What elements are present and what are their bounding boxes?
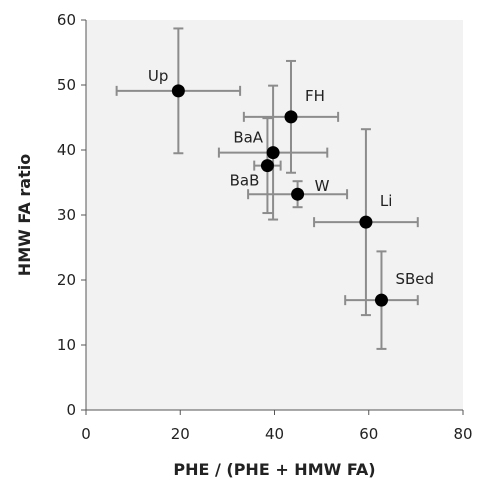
y-axis-title: HMW FA ratio [15,154,34,276]
y-tick-label: 40 [57,141,76,159]
point-label: W [315,177,330,195]
data-point [266,146,280,160]
plot-area [86,20,463,410]
data-point [171,84,185,98]
point-label: Up [148,67,169,85]
y-tick-label: 0 [66,401,76,419]
point-label: SBed [395,270,434,288]
y-tick-label: 30 [57,206,76,224]
point-label: BaB [230,172,260,190]
point-label: BaA [233,129,263,147]
data-point [291,187,305,201]
data-point [260,159,274,173]
x-tick-label: 80 [453,425,472,443]
point-label: Li [380,192,393,210]
x-axis-title: PHE / (PHE + HMW FA) [173,460,375,479]
x-tick-label: 60 [359,425,378,443]
y-tick-label: 10 [57,336,76,354]
y-tick-label: 50 [57,76,76,94]
point-label: FH [305,87,325,105]
data-point [374,293,388,307]
y-tick-label: 20 [57,271,76,289]
data-point [284,110,298,124]
x-tick-label: 20 [171,425,190,443]
x-tick-label: 0 [81,425,91,443]
x-tick-label: 40 [265,425,284,443]
y-tick-label: 60 [57,11,76,29]
data-point [359,215,373,229]
